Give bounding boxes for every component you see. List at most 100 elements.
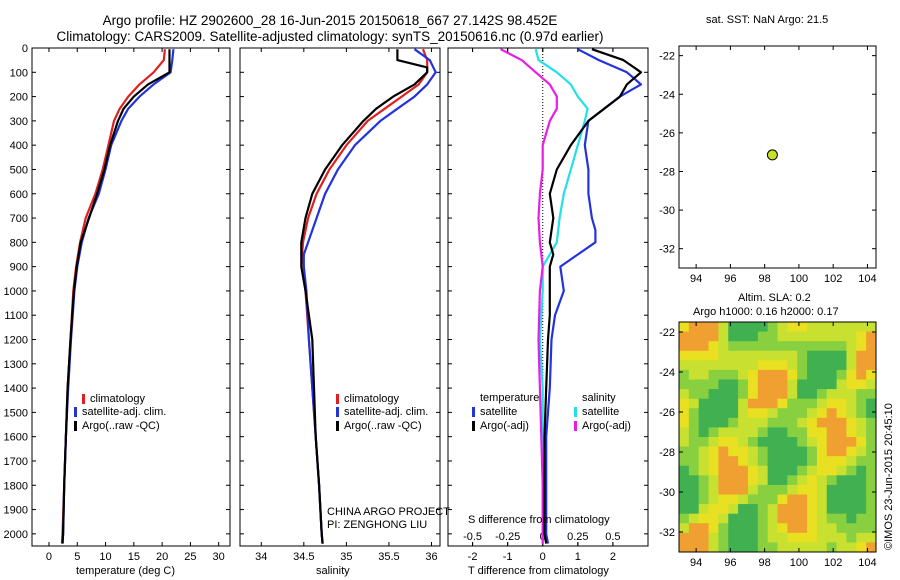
sla-cell <box>866 379 877 390</box>
sla-cell <box>718 379 729 390</box>
sla-cell <box>846 408 857 419</box>
sla-cell <box>826 379 838 390</box>
sla-cell <box>747 494 759 505</box>
sla-cell <box>856 369 867 380</box>
sla-cell <box>698 379 710 390</box>
sla-cell <box>816 350 828 361</box>
sla-cell <box>866 542 877 553</box>
sla-cell <box>767 513 778 524</box>
sla-cell <box>718 322 729 333</box>
sla-cell <box>836 389 847 400</box>
sla-cell <box>807 408 818 419</box>
sla-cell <box>698 456 710 467</box>
sla-cell <box>797 513 808 524</box>
sla-cell <box>747 360 759 371</box>
sla-cell <box>698 417 710 428</box>
sla-cell <box>836 484 847 495</box>
sla-cell <box>728 322 739 333</box>
sla-cell <box>757 494 769 505</box>
sla-cell <box>807 427 818 438</box>
sla-cell <box>738 427 749 438</box>
sla-cell <box>797 446 808 457</box>
sla-cell <box>747 322 759 333</box>
sla-cell <box>708 446 719 457</box>
sla-cell <box>728 494 739 505</box>
sla-cell <box>846 389 857 400</box>
sla-cell <box>757 379 769 390</box>
sla-cell <box>826 427 838 438</box>
sla-cell <box>679 408 690 419</box>
sla-cell <box>797 523 808 534</box>
sla-cell <box>708 389 719 400</box>
sla-cell <box>679 475 690 486</box>
sla-cell <box>708 322 719 333</box>
sla-cell <box>816 408 828 419</box>
sla-cell <box>688 360 700 371</box>
sla-cell <box>757 398 769 409</box>
sla-cell <box>846 456 857 467</box>
sla-cell <box>816 360 828 371</box>
sla-cell <box>708 484 719 495</box>
sla-cell <box>688 523 700 534</box>
sla-cell <box>816 379 828 390</box>
sla-cell <box>718 465 729 476</box>
sla-cell <box>836 456 847 467</box>
sla-cell <box>826 369 838 380</box>
sla-cell <box>738 494 749 505</box>
sla-cell <box>846 341 857 352</box>
sla-cell <box>698 446 710 457</box>
sla-cell <box>728 532 739 543</box>
sla-cell <box>836 532 847 543</box>
sla-cell <box>738 456 749 467</box>
depth-tick-label: 1200 <box>4 335 28 347</box>
sla-cell <box>698 350 710 361</box>
sla-cell <box>728 465 739 476</box>
sla-cell <box>679 504 690 515</box>
sla-cell <box>757 360 769 371</box>
sla-cell <box>708 341 719 352</box>
sla-cell <box>679 350 690 361</box>
sla-cell <box>738 437 749 448</box>
sst-map-ytick-label: -26 <box>659 128 675 140</box>
sla-cell <box>866 484 877 495</box>
sla-cell <box>797 475 808 486</box>
sla-cell <box>747 417 759 428</box>
sla-cell <box>767 456 778 467</box>
sla-cell <box>688 504 700 515</box>
sdiff-x-tick-label: 0.25 <box>567 531 588 543</box>
sla-cell <box>757 331 769 342</box>
sla-cell <box>866 504 877 515</box>
depth-tick-label: 800 <box>10 237 28 249</box>
salinity-x-tick-label: 34 <box>255 551 267 563</box>
sla-cell <box>777 542 788 553</box>
sla-cell <box>866 350 877 361</box>
sla-cell <box>718 494 729 505</box>
sla-cell <box>816 437 828 448</box>
sla-cell <box>767 446 778 457</box>
sla-cell <box>777 484 788 495</box>
sla-cell <box>718 532 729 543</box>
sla-cell <box>728 523 739 534</box>
sla-cell <box>688 389 700 400</box>
sla-cell <box>688 398 700 409</box>
sla-cell <box>846 398 857 409</box>
sla-cell <box>757 523 769 534</box>
sla-cell <box>807 322 818 333</box>
sla-map-ytick-label: -26 <box>659 407 675 419</box>
sla-cell <box>797 350 808 361</box>
sla-cell <box>747 350 759 361</box>
depth-tick-label: 700 <box>10 213 28 225</box>
sla-cell <box>767 379 778 390</box>
sst-map-ytick-label: -24 <box>659 89 675 101</box>
sla-cell <box>718 350 729 361</box>
sla-cell <box>846 494 857 505</box>
sla-cell <box>846 523 857 534</box>
sla-cell <box>797 542 808 553</box>
sla-cell <box>747 504 759 515</box>
sla-cell <box>747 369 759 380</box>
sla-map-ytick-label: -24 <box>659 367 675 379</box>
legend-swatch-argo <box>74 421 77 431</box>
sla-cell <box>679 513 690 524</box>
sla-cell <box>688 437 700 448</box>
sla-cell <box>728 398 739 409</box>
